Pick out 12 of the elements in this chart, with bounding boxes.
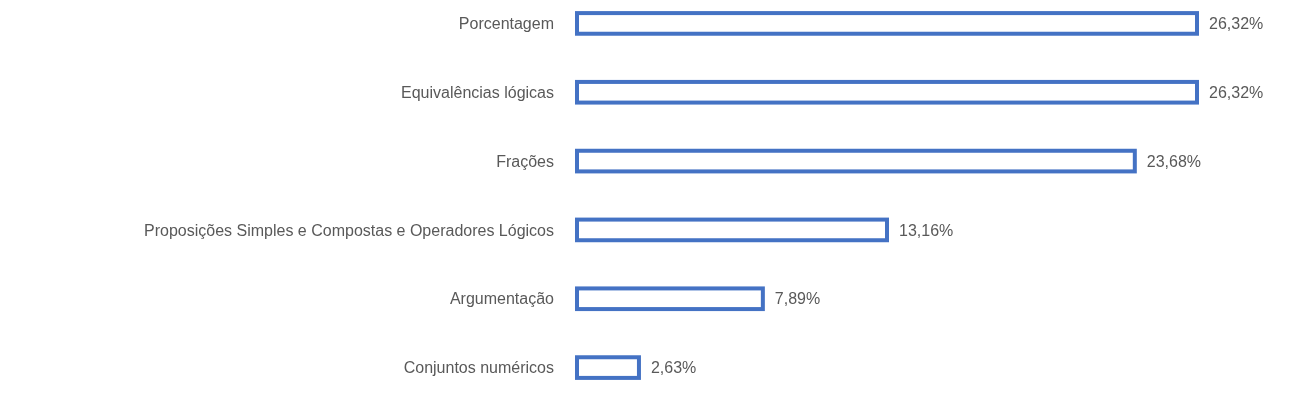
data-label: 23,68% — [1146, 152, 1202, 170]
data-label: 2,63% — [650, 359, 697, 377]
y-tick-label: Conjuntos numéricos — [403, 359, 554, 377]
data-label: 26,32% — [1209, 83, 1264, 101]
data-label: 13,16% — [899, 221, 954, 239]
y-tick-label: Proposições Simples e Compostas e Operadores Lógicos — [144, 221, 554, 239]
y-tick-label: Argumentação — [449, 290, 555, 308]
data-label: 26,32% — [1209, 15, 1264, 33]
y-tick-label: Equivalências lógicas — [401, 83, 554, 101]
data-label: 7,89% — [774, 290, 821, 308]
y-tick-label: Frações — [496, 152, 554, 170]
y-tick-label: Porcentagem — [458, 15, 554, 33]
